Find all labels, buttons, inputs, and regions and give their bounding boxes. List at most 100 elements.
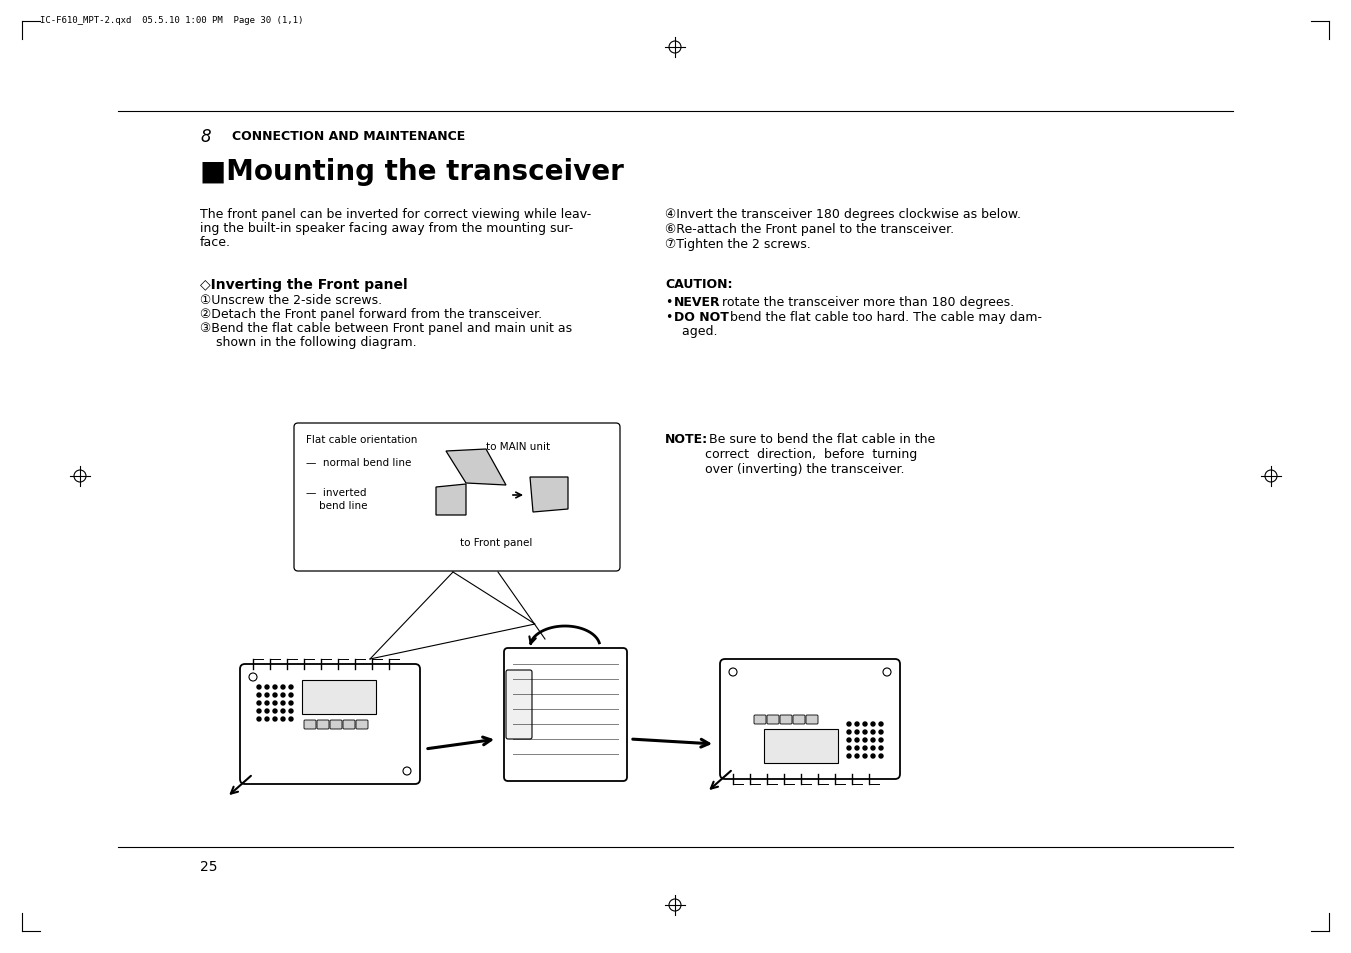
- Text: ④Invert the transceiver 180 degrees clockwise as below.: ④Invert the transceiver 180 degrees cloc…: [665, 208, 1021, 221]
- FancyBboxPatch shape: [330, 720, 342, 729]
- Text: ■Mounting the transceiver: ■Mounting the transceiver: [200, 158, 624, 186]
- Circle shape: [730, 668, 738, 677]
- Circle shape: [265, 718, 269, 721]
- Circle shape: [257, 685, 261, 689]
- FancyBboxPatch shape: [780, 716, 792, 724]
- Circle shape: [880, 746, 884, 750]
- Circle shape: [855, 746, 859, 750]
- Circle shape: [257, 718, 261, 721]
- Circle shape: [847, 746, 851, 750]
- Text: ①Unscrew the 2-side screws.: ①Unscrew the 2-side screws.: [200, 294, 382, 307]
- Text: CONNECTION AND MAINTENANCE: CONNECTION AND MAINTENANCE: [232, 130, 465, 143]
- FancyBboxPatch shape: [807, 716, 817, 724]
- FancyBboxPatch shape: [303, 680, 376, 714]
- Circle shape: [855, 722, 859, 726]
- Circle shape: [880, 722, 884, 726]
- Circle shape: [281, 701, 285, 705]
- Circle shape: [847, 722, 851, 726]
- Text: —  normal bend line: — normal bend line: [305, 457, 411, 468]
- Text: over (inverting) the transceiver.: over (inverting) the transceiver.: [705, 462, 905, 476]
- Circle shape: [880, 730, 884, 734]
- Circle shape: [863, 739, 867, 742]
- Text: ③Bend the flat cable between Front panel and main unit as: ③Bend the flat cable between Front panel…: [200, 322, 571, 335]
- Circle shape: [289, 709, 293, 713]
- Polygon shape: [436, 484, 466, 516]
- Text: bend the flat cable too hard. The cable may dam-: bend the flat cable too hard. The cable …: [725, 311, 1042, 324]
- FancyBboxPatch shape: [767, 716, 780, 724]
- Text: to Front panel: to Front panel: [459, 537, 532, 547]
- Text: IC-F610_MPT-2.qxd  05.5.10 1:00 PM  Page 30 (1,1): IC-F610_MPT-2.qxd 05.5.10 1:00 PM Page 3…: [41, 16, 304, 25]
- Text: ing the built-in speaker facing away from the mounting sur-: ing the built-in speaker facing away fro…: [200, 222, 573, 234]
- Text: 8: 8: [200, 128, 211, 146]
- Text: rotate the transceiver more than 180 degrees.: rotate the transceiver more than 180 deg…: [717, 295, 1015, 309]
- Text: CAUTION:: CAUTION:: [665, 277, 732, 291]
- Circle shape: [403, 767, 411, 775]
- FancyBboxPatch shape: [793, 716, 805, 724]
- Circle shape: [273, 693, 277, 698]
- Text: NOTE:: NOTE:: [665, 433, 708, 446]
- Circle shape: [265, 685, 269, 689]
- Circle shape: [289, 693, 293, 698]
- Text: bend line: bend line: [305, 500, 367, 511]
- Circle shape: [855, 739, 859, 742]
- Text: —  inverted: — inverted: [305, 488, 366, 497]
- Circle shape: [880, 739, 884, 742]
- Circle shape: [257, 701, 261, 705]
- FancyBboxPatch shape: [295, 423, 620, 572]
- Circle shape: [289, 701, 293, 705]
- Circle shape: [871, 739, 875, 742]
- Circle shape: [863, 722, 867, 726]
- Circle shape: [289, 718, 293, 721]
- FancyBboxPatch shape: [304, 720, 316, 729]
- FancyBboxPatch shape: [504, 648, 627, 781]
- Circle shape: [884, 668, 892, 677]
- Circle shape: [855, 730, 859, 734]
- Circle shape: [257, 709, 261, 713]
- Circle shape: [265, 709, 269, 713]
- Circle shape: [273, 701, 277, 705]
- Text: DO NOT: DO NOT: [674, 311, 730, 324]
- Polygon shape: [446, 450, 507, 485]
- Text: ◇Inverting the Front panel: ◇Inverting the Front panel: [200, 277, 408, 292]
- Circle shape: [281, 685, 285, 689]
- Circle shape: [289, 685, 293, 689]
- FancyBboxPatch shape: [240, 664, 420, 784]
- FancyBboxPatch shape: [343, 720, 355, 729]
- Text: Flat cable orientation: Flat cable orientation: [305, 435, 417, 444]
- Circle shape: [847, 754, 851, 759]
- Circle shape: [863, 746, 867, 750]
- Text: The front panel can be inverted for correct viewing while leav-: The front panel can be inverted for corr…: [200, 208, 592, 221]
- Circle shape: [880, 754, 884, 759]
- FancyBboxPatch shape: [317, 720, 330, 729]
- Text: shown in the following diagram.: shown in the following diagram.: [208, 335, 416, 349]
- Circle shape: [847, 730, 851, 734]
- Text: 25: 25: [200, 859, 218, 873]
- Circle shape: [265, 701, 269, 705]
- Text: NEVER: NEVER: [674, 295, 720, 309]
- FancyBboxPatch shape: [754, 716, 766, 724]
- Text: correct  direction,  before  turning: correct direction, before turning: [705, 448, 917, 460]
- Circle shape: [273, 709, 277, 713]
- Text: ⑥Re-attach the Front panel to the transceiver.: ⑥Re-attach the Front panel to the transc…: [665, 223, 954, 235]
- FancyBboxPatch shape: [720, 659, 900, 780]
- Text: •: •: [665, 295, 673, 309]
- Polygon shape: [530, 477, 567, 513]
- Circle shape: [257, 693, 261, 698]
- Circle shape: [281, 718, 285, 721]
- Text: ②Detach the Front panel forward from the transceiver.: ②Detach the Front panel forward from the…: [200, 308, 542, 320]
- Text: •: •: [665, 311, 673, 324]
- Text: to MAIN unit: to MAIN unit: [486, 441, 550, 452]
- Circle shape: [871, 730, 875, 734]
- Circle shape: [871, 722, 875, 726]
- Circle shape: [273, 718, 277, 721]
- Text: face.: face.: [200, 235, 231, 249]
- Circle shape: [265, 693, 269, 698]
- Circle shape: [871, 746, 875, 750]
- Circle shape: [281, 693, 285, 698]
- Circle shape: [871, 754, 875, 759]
- Circle shape: [847, 739, 851, 742]
- Circle shape: [273, 685, 277, 689]
- Circle shape: [249, 673, 257, 681]
- Text: aged.: aged.: [674, 325, 717, 337]
- Circle shape: [281, 709, 285, 713]
